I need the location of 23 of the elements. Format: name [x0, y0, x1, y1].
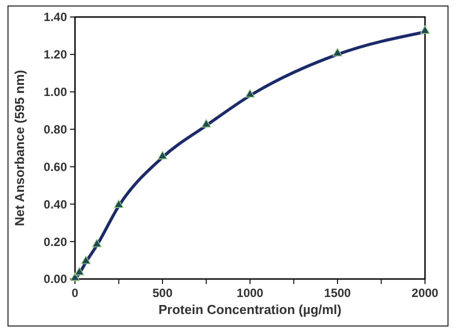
x-axis-title: Protein Concentration (µg/ml) — [158, 302, 342, 317]
x-tick-label: 2000 — [412, 286, 439, 300]
point — [332, 48, 342, 56]
point — [81, 256, 91, 264]
x-tick-label: 1000 — [236, 286, 264, 300]
y-tick-label: 1.20 — [44, 48, 68, 62]
y-tick-label: 0.00 — [44, 272, 68, 286]
y-tick-label: 1.00 — [44, 85, 68, 100]
x-tick-label: 1500 — [324, 286, 352, 300]
x-tick-label: 0 — [72, 286, 79, 300]
point — [201, 119, 212, 128]
x-tick-label: 500 — [152, 286, 173, 300]
y-tick-label: 1.40 — [44, 10, 68, 24]
y-tick-label: 0.20 — [44, 234, 68, 249]
point — [245, 89, 255, 98]
point — [158, 150, 168, 160]
point — [420, 25, 430, 34]
y-tick-label: 0.80 — [44, 122, 68, 136]
y-tick-label: 0.40 — [44, 197, 68, 212]
y-axis-title: Net Ansorbance (595 nm) — [12, 70, 27, 226]
point — [92, 238, 102, 248]
point — [114, 200, 124, 208]
y-tick-label: 0.60 — [44, 160, 68, 174]
